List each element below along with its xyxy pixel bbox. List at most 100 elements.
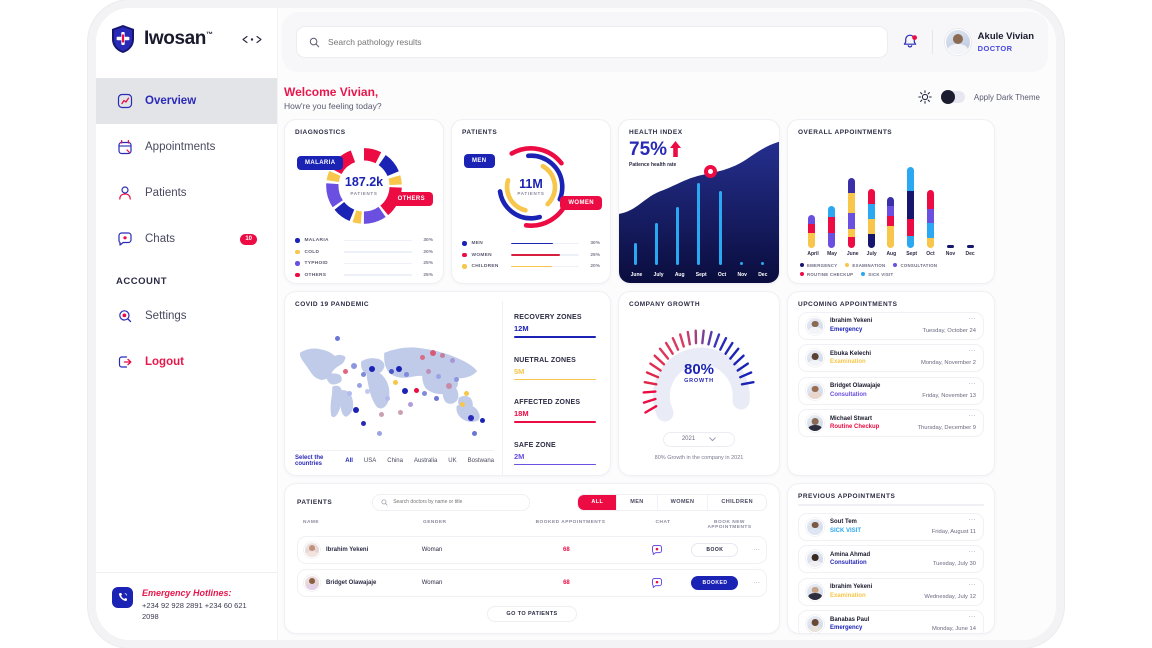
card-patients-ring: PATIENTS MEN WOMEN 11M PATIENTS	[451, 118, 611, 284]
profile-menu[interactable]: Akule Vivian DOCTOR	[944, 29, 1034, 55]
country-filter: Select the countries All USA China Austr…	[295, 449, 494, 475]
card-title: HEALTH INDEX	[629, 128, 683, 136]
appointment-row[interactable]: Amina Ahmad Consultation Tuesday, July 3…	[798, 545, 984, 574]
x-tick: April	[807, 250, 819, 257]
table-row[interactable]: Bridget Olawajaje Woman 68 BOOKED ⋯	[297, 568, 767, 597]
sidebar-item-logout[interactable]: Logout	[96, 339, 277, 385]
country-australia[interactable]: Australia	[413, 457, 438, 464]
card-upcoming-appointments: UPCOMING APPOINTMENTS Ibrahim Yekeni Eme…	[787, 290, 995, 476]
legend-item: WOMEN 25%	[462, 249, 600, 261]
notification-bell-icon[interactable]	[900, 32, 920, 52]
row-more-icon[interactable]: ⋯	[968, 380, 976, 388]
row-more-icon[interactable]: ⋯	[968, 614, 976, 622]
appointment-type: Consultation	[830, 391, 867, 398]
health-index-subtitle: Patience health rate	[629, 161, 677, 168]
appointment-date: Tuesday, July 30	[932, 561, 976, 568]
legend-label: MEN	[471, 241, 484, 247]
row-more-icon[interactable]: ⋯	[753, 546, 760, 554]
x-tick: Aug	[674, 271, 685, 278]
year-select[interactable]: 2021	[663, 431, 735, 447]
legend-value: 25%	[590, 252, 600, 258]
row-more-icon[interactable]: ⋯	[968, 581, 976, 589]
zone-safe: SAFE ZONE 2M	[514, 442, 600, 466]
country-all[interactable]: All	[345, 457, 353, 464]
world-map[interactable]	[295, 312, 494, 448]
overview-icon	[116, 93, 133, 110]
profile-role: DOCTOR	[977, 43, 1013, 53]
row-more-icon[interactable]: ⋯	[968, 413, 976, 421]
appointment-name: Sout Tem	[830, 519, 857, 526]
column-header: CHAT	[655, 519, 671, 525]
appointment-date: Thursday, December 9	[917, 425, 976, 432]
x-tick: Sept	[906, 250, 918, 257]
country-usa[interactable]: USA	[363, 457, 377, 464]
previous-range-tabs: DAY WEEK MONTH	[798, 503, 984, 506]
sidebar-item-overview[interactable]: Overview	[96, 78, 277, 124]
collapse-arrows-icon[interactable]	[241, 35, 263, 44]
x-tick: July	[866, 250, 877, 257]
column-header: NAME	[303, 519, 320, 525]
avatar	[806, 615, 824, 633]
row-more-icon[interactable]: ⋯	[968, 549, 976, 557]
search-input[interactable]	[328, 37, 875, 47]
appointment-row[interactable]: Ibrahim Yekeni Emergency Tuesday, Octobe…	[798, 311, 984, 340]
sidebar-item-settings[interactable]: Settings	[96, 293, 277, 339]
x-tick: May	[827, 250, 837, 257]
dark-theme-toggle[interactable]	[940, 90, 965, 105]
patients-search-box[interactable]	[372, 493, 531, 511]
appointment-row[interactable]: Ibrahim Yekeni Examination Wednesday, Ju…	[798, 577, 984, 606]
appointment-row[interactable]: Bridget Olawajaje Consultation Friday, N…	[798, 376, 984, 405]
card-title: OVERALL APPOINTMENTS	[798, 128, 893, 136]
row-more-icon[interactable]: ⋯	[753, 579, 761, 587]
card-previous-appointments: PREVIOUS APPOINTMENTS DAY WEEK MONTH Sou…	[787, 482, 995, 634]
appointment-row[interactable]: Ebuka Kelechi Examination Monday, Novemb…	[798, 344, 984, 373]
country-uk[interactable]: UK	[448, 457, 457, 464]
legend-item: EMERGENCY	[800, 263, 837, 268]
appointment-row[interactable]: Michael Stwart Routine Checkup Thursday,…	[798, 409, 984, 438]
patients-search-input[interactable]	[393, 499, 522, 506]
row-more-icon[interactable]: ⋯	[968, 315, 976, 323]
x-tick: Dec	[965, 250, 975, 257]
appointment-type: SICK VISIT	[830, 527, 862, 534]
brand-logo[interactable]: Iwosan™	[96, 8, 277, 70]
tab-men[interactable]: MEN	[617, 494, 658, 510]
x-tick: June	[846, 250, 859, 257]
sun-icon	[918, 90, 932, 105]
chat-icon[interactable]	[651, 577, 663, 589]
sidebar-item-chats[interactable]: Chats 10	[96, 216, 277, 262]
legend-label: TYPHOID	[304, 261, 328, 267]
booked-button[interactable]: BOOKED	[691, 575, 739, 590]
legend-label: EMERGENCY	[807, 262, 838, 268]
country-china[interactable]: China	[387, 457, 403, 464]
row-more-icon[interactable]: ⋯	[968, 516, 976, 524]
zone-value: 12M	[514, 324, 529, 334]
appointment-name: Ibrahim Yekeni	[830, 318, 873, 325]
legend-item: OTHERS 25%	[295, 269, 433, 281]
bar-column	[886, 144, 895, 248]
avatar	[304, 574, 320, 591]
card-title: PATIENTS	[462, 128, 498, 136]
book-button[interactable]: BOOK	[691, 542, 739, 557]
search-icon	[381, 499, 388, 506]
patients-ring: MEN WOMEN 11M PATIENTS	[462, 140, 602, 235]
appointment-row[interactable]: Banabas Paul Emergency Monday, June 14 ⋯	[798, 610, 984, 633]
country-bostwana[interactable]: Bostwana	[467, 457, 494, 464]
tab-children[interactable]: CHILDREN	[721, 499, 753, 506]
page-subtitle: How're you feeling today?	[284, 100, 382, 111]
tab-women[interactable]: WOMEN	[658, 494, 709, 510]
search-box[interactable]	[296, 26, 888, 58]
bar	[739, 261, 743, 265]
donut-chart	[326, 147, 402, 224]
goto-patients-button[interactable]: GO TO PATIENTS	[487, 605, 577, 622]
appointment-row[interactable]: Sout Tem SICK VISIT Friday, August 11 ⋯	[798, 512, 984, 541]
row-more-icon[interactable]: ⋯	[968, 348, 976, 356]
gauge-label: GROWTH	[684, 378, 714, 385]
chat-icon[interactable]	[651, 544, 663, 556]
map-panel: COVID 19 PANDEMIC	[295, 301, 502, 475]
tab-all[interactable]: ALL	[578, 494, 618, 510]
x-tick: Oct	[717, 271, 727, 278]
sidebar-item-patients[interactable]: Patients	[96, 170, 277, 216]
table-row[interactable]: Ibrahim Yekeni Woman 68 BOOK ⋯	[297, 535, 767, 564]
user-icon	[116, 185, 133, 202]
sidebar-item-appointments[interactable]: Appointments	[96, 124, 277, 170]
